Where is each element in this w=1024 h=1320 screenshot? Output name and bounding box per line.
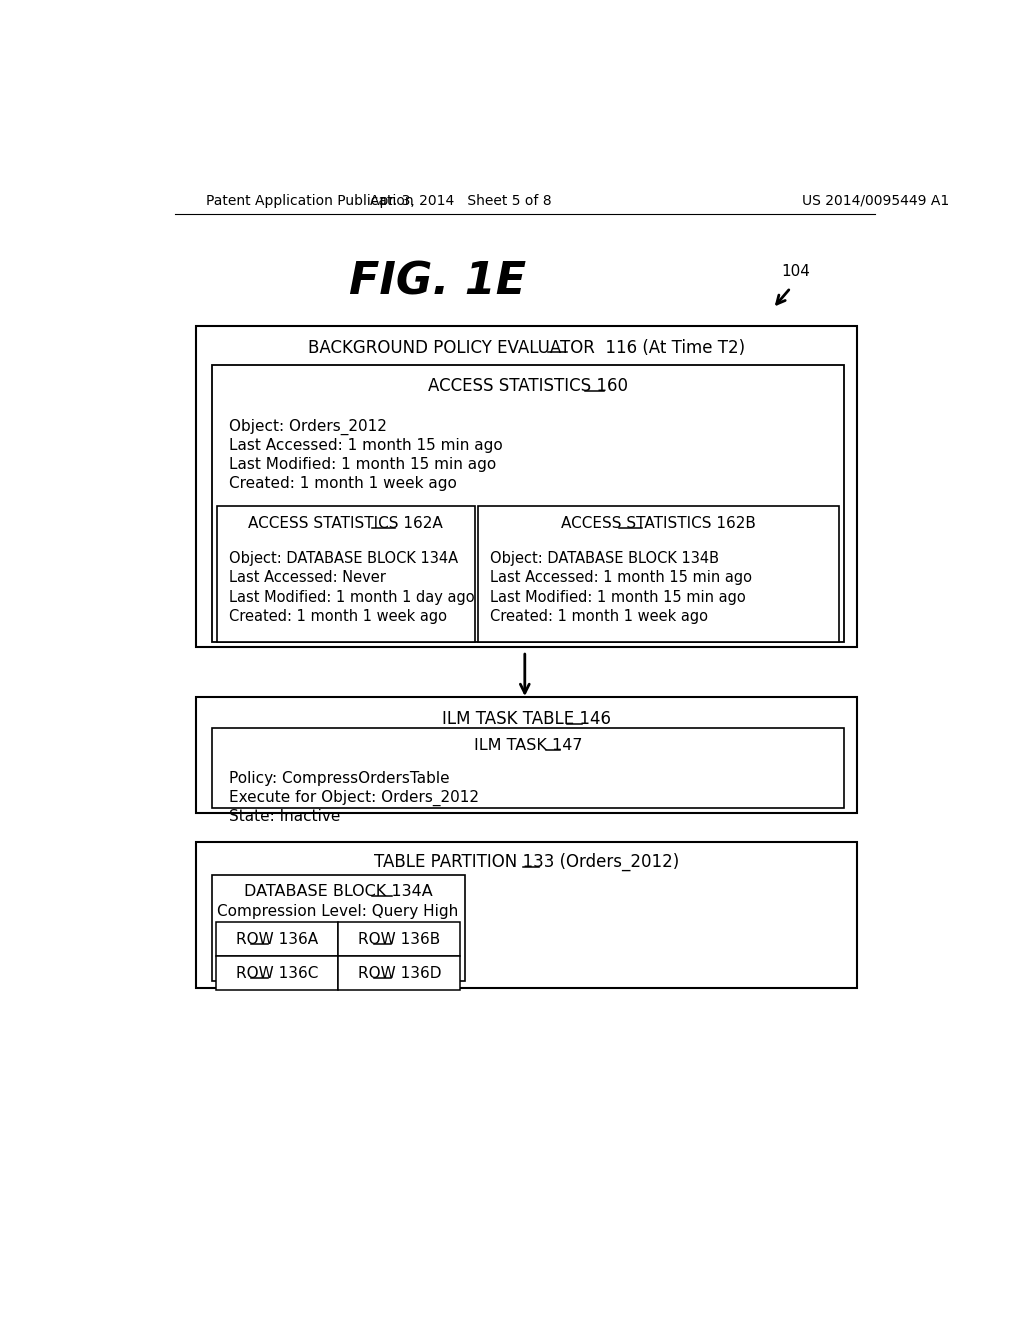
Text: ROW 136C: ROW 136C bbox=[236, 965, 318, 981]
Bar bbox=[212, 875, 465, 981]
Text: FIG. 1E: FIG. 1E bbox=[349, 260, 526, 304]
Text: ILM TASK TABLE 146: ILM TASK TABLE 146 bbox=[441, 710, 611, 727]
Text: ROW 136B: ROW 136B bbox=[358, 932, 440, 946]
Text: Last Modified: 1 month 1 day ago: Last Modified: 1 month 1 day ago bbox=[228, 590, 474, 605]
Text: Created: 1 month 1 week ago: Created: 1 month 1 week ago bbox=[228, 609, 446, 624]
Text: ACCESS STATISTICS 160: ACCESS STATISTICS 160 bbox=[428, 378, 628, 395]
Text: Object: Orders_2012: Object: Orders_2012 bbox=[228, 418, 387, 434]
Text: Last Modified: 1 month 15 min ago: Last Modified: 1 month 15 min ago bbox=[489, 590, 745, 605]
Text: Created: 1 month 1 week ago: Created: 1 month 1 week ago bbox=[228, 477, 457, 491]
Text: Apr. 3, 2014   Sheet 5 of 8: Apr. 3, 2014 Sheet 5 of 8 bbox=[371, 194, 552, 207]
Text: TABLE PARTITION 133 (Orders_2012): TABLE PARTITION 133 (Orders_2012) bbox=[374, 853, 679, 871]
Text: Last Accessed: 1 month 15 min ago: Last Accessed: 1 month 15 min ago bbox=[489, 570, 752, 585]
Bar bbox=[478, 507, 840, 642]
Text: Object: DATABASE BLOCK 134A: Object: DATABASE BLOCK 134A bbox=[228, 552, 458, 566]
Bar bbox=[197, 697, 856, 813]
Text: ROW 136A: ROW 136A bbox=[236, 932, 317, 946]
Text: ROW 136D: ROW 136D bbox=[357, 965, 441, 981]
Bar bbox=[197, 326, 856, 647]
Text: Last Accessed: Never: Last Accessed: Never bbox=[228, 570, 386, 585]
Text: Patent Application Publication: Patent Application Publication bbox=[206, 194, 413, 207]
Text: DATABASE BLOCK 134A: DATABASE BLOCK 134A bbox=[244, 884, 432, 899]
Text: State: Inactive: State: Inactive bbox=[228, 809, 340, 824]
Text: Last Accessed: 1 month 15 min ago: Last Accessed: 1 month 15 min ago bbox=[228, 438, 503, 453]
Text: ACCESS STATISTICS 162A: ACCESS STATISTICS 162A bbox=[249, 516, 443, 531]
Bar bbox=[212, 729, 844, 808]
Text: Last Modified: 1 month 15 min ago: Last Modified: 1 month 15 min ago bbox=[228, 457, 496, 473]
Bar bbox=[217, 507, 475, 642]
Text: Policy: CompressOrdersTable: Policy: CompressOrdersTable bbox=[228, 771, 450, 785]
Bar bbox=[197, 842, 856, 989]
Text: ACCESS STATISTICS 162B: ACCESS STATISTICS 162B bbox=[561, 516, 757, 531]
Text: Created: 1 month 1 week ago: Created: 1 month 1 week ago bbox=[489, 609, 708, 624]
Bar bbox=[338, 956, 461, 990]
Text: US 2014/0095449 A1: US 2014/0095449 A1 bbox=[802, 194, 949, 207]
Bar bbox=[216, 956, 338, 990]
Bar bbox=[338, 923, 461, 956]
Text: BACKGROUND POLICY EVALUATOR  116 (At Time T2): BACKGROUND POLICY EVALUATOR 116 (At Time… bbox=[308, 339, 744, 356]
Text: ILM TASK 147: ILM TASK 147 bbox=[474, 738, 583, 752]
Text: Object: DATABASE BLOCK 134B: Object: DATABASE BLOCK 134B bbox=[489, 552, 719, 566]
Bar bbox=[212, 364, 844, 642]
Text: Execute for Object: Orders_2012: Execute for Object: Orders_2012 bbox=[228, 789, 479, 807]
Text: Compression Level: Query High: Compression Level: Query High bbox=[217, 904, 459, 919]
Text: 104: 104 bbox=[781, 264, 810, 279]
Bar bbox=[216, 923, 338, 956]
